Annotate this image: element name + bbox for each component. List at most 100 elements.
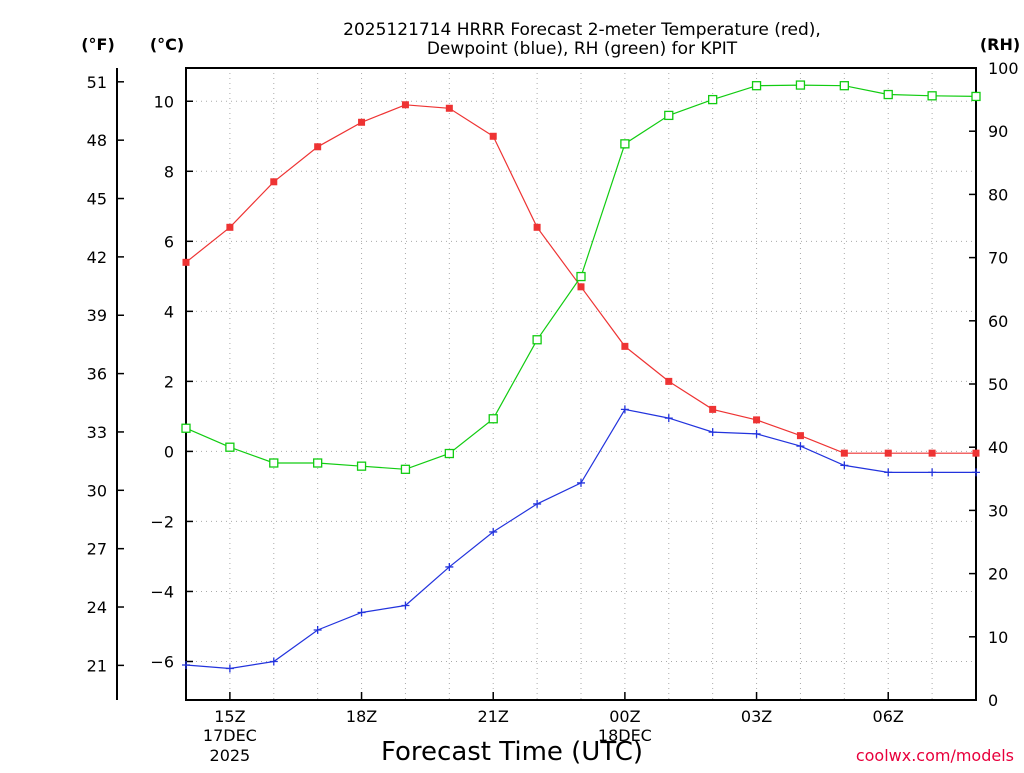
2-meter-temperature-point [972, 449, 980, 457]
dewpoint-point [401, 601, 410, 610]
dewpoint-point [752, 429, 761, 438]
celsius-tick-label: 4 [164, 302, 174, 321]
dewpoint-point [972, 468, 980, 477]
x-tick-date-label: 18DEC [598, 726, 652, 745]
x-axis-title: Forecast Time (UTC) [381, 737, 643, 767]
2-meter-temperature-point [665, 377, 673, 385]
rh-point [708, 94, 718, 105]
rh-point [795, 80, 806, 90]
fahrenheit-tick-label: 33 [87, 423, 107, 442]
rh-point [356, 461, 367, 471]
2-meter-temperature-point [840, 449, 848, 457]
rh-tick-label: 20 [988, 565, 1008, 584]
rh-tick-label: 30 [988, 501, 1008, 520]
dewpoint-point [313, 625, 322, 634]
dewpoint-point [357, 608, 366, 617]
fahrenheit-tick-label: 27 [87, 540, 107, 559]
rh-tick-label: 90 [988, 122, 1008, 141]
dewpoint-point [664, 414, 673, 423]
dewpoint-point [577, 478, 585, 487]
dewpoint-point [269, 657, 278, 666]
celsius-tick-label: −2 [150, 512, 174, 531]
2-meter-temperature-point [358, 118, 366, 126]
rh-point [883, 89, 893, 100]
fahrenheit-tick-label: 51 [87, 73, 107, 92]
2-meter-temperature-point [928, 449, 936, 457]
rh-tick-label: 10 [988, 628, 1008, 647]
rh-point [488, 414, 498, 424]
rh-point [751, 81, 762, 91]
rh-point [971, 91, 981, 102]
celsius-tick-label: 2 [164, 372, 174, 391]
rh-point [181, 423, 191, 433]
fahrenheit-tick-label: 30 [87, 481, 107, 500]
dewpoint-point [708, 428, 717, 437]
rh-point [225, 442, 235, 452]
dewpoint-point [445, 562, 454, 571]
celsius-unit-label: (°C) [150, 35, 184, 54]
2-meter-temperature-point [709, 405, 717, 413]
x-tick-label: 00Z [609, 707, 640, 726]
rh-tick-label: 80 [988, 185, 1008, 204]
rh-point [269, 458, 279, 468]
2-meter-temperature-point [314, 143, 322, 151]
chart-title-line-1: 2025121714 HRRR Forecast 2-meter Tempera… [343, 20, 821, 40]
rh-unit-label: (RH) [980, 35, 1020, 54]
2-meter-temperature-point [489, 132, 497, 140]
celsius-tick-label: 0 [164, 442, 174, 461]
rh-point [927, 91, 937, 101]
rh-point [839, 81, 849, 91]
celsius-tick-label: −6 [150, 652, 174, 671]
fahrenheit-tick-label: 42 [87, 248, 107, 267]
dewpoint-point [533, 499, 542, 508]
x-tick-label: 21Z [478, 707, 509, 726]
rh-point [444, 448, 454, 459]
ticks-layer: −6−4−20246810212427303336394245485101020… [87, 59, 1019, 765]
dewpoint-point [884, 468, 893, 477]
rh-point [576, 271, 586, 282]
rh-tick-label: 40 [988, 438, 1008, 457]
celsius-tick-label: −4 [150, 582, 174, 601]
2-meter-temperature-point [401, 101, 409, 109]
2-meter-temperature-point [621, 342, 629, 350]
2-meter-temperature-point [884, 449, 892, 457]
rh-point [664, 110, 674, 121]
2-meter-temperature-point [226, 223, 234, 231]
axes-layer [116, 67, 977, 701]
grid-layer [186, 68, 976, 700]
2-meter-temperature-point [753, 416, 761, 424]
rh-tick-label: 60 [988, 312, 1008, 331]
dewpoint-point [928, 468, 937, 477]
2-meter-temperature-point [796, 432, 804, 440]
dewpoint-point [225, 664, 234, 673]
2-meter-temperature-point [577, 283, 585, 291]
rh-point [313, 458, 323, 468]
fahrenheit-unit-label: (°F) [81, 35, 115, 54]
dewpoint-point [796, 442, 805, 451]
x-tick-label: 03Z [741, 707, 772, 726]
rh-point [400, 464, 411, 474]
x-tick-date-label: 2025 [210, 746, 251, 765]
2-meter-temperature-point [270, 178, 278, 186]
rh-point [532, 335, 542, 345]
rh-point [620, 139, 630, 149]
chart-title-line-2: Dewpoint (blue), RH (green) for KPIT [427, 39, 738, 59]
fahrenheit-tick-label: 21 [87, 656, 107, 675]
dewpoint-point [182, 660, 190, 669]
x-tick-date-label: 17DEC [203, 726, 257, 745]
celsius-tick-label: 8 [164, 162, 174, 181]
2-meter-temperature-point [445, 104, 453, 112]
2-meter-temperature-point [533, 223, 541, 231]
rh-tick-label: 70 [988, 249, 1008, 268]
rh-tick-label: 100 [988, 59, 1019, 78]
dewpoint-point [489, 527, 498, 536]
celsius-tick-label: 10 [154, 92, 174, 111]
2-meter-temperature-point [182, 258, 190, 266]
x-tick-label: 18Z [346, 707, 377, 726]
rh-tick-label: 0 [988, 691, 998, 710]
dewpoint-point [620, 405, 629, 414]
fahrenheit-tick-label: 45 [87, 190, 107, 209]
dewpoint-point [840, 461, 849, 470]
celsius-tick-label: 6 [164, 232, 174, 251]
